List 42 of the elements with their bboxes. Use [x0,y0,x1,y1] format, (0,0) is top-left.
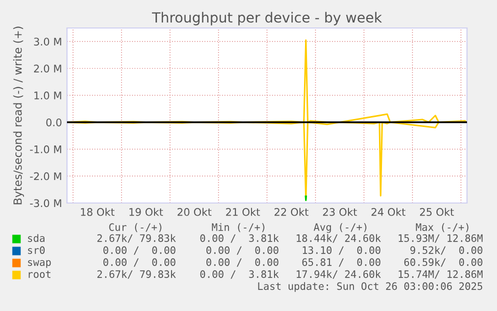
x-tick-label: 22 Okt [274,208,308,216]
text: 2.67k/ 79.83k [97,234,176,243]
text: 0.00 / 0.00 [103,246,176,255]
y-tick-label: -2.0 M [30,172,62,180]
text: 15.74M/ 12.86M [398,270,483,279]
x-tick-label: 21 Okt [226,208,260,216]
y-tick-label: 0.0 [46,118,62,126]
y-tick-label: 2.0 M [34,64,62,72]
x-tick-label: 19 Okt [129,208,163,216]
legend-label: sda [28,234,44,242]
text: 2.67k/ 79.83k [97,270,176,279]
text: 60.59k/ 0.00 [404,258,482,267]
text: Min (-/+) [212,223,264,232]
y-tick-label: -1.0 M [30,145,62,154]
text: 0.00 / 3.81k [200,270,279,279]
legend-label: swap [28,260,51,268]
text: Avg (-/+) [314,223,366,233]
text: 0.00 / 0.00 [206,246,278,255]
text: Cur (-/+) [109,223,162,232]
text: 17.94k/ 24.60k [296,270,381,279]
text: Max (-/+) [416,223,468,232]
legend-label: sr0 [28,246,45,254]
y-tick-label: 1.0 M [34,92,62,100]
y-tick-label: -3.0 M [30,199,62,208]
x-tick-label: 18 Okt [81,208,114,216]
text: 18.44k/ 24.60k [296,234,381,243]
text: 9.52k/ 0.00 [410,246,482,255]
text: 0.00 / 3.81k [200,234,279,243]
y-axis-title: Bytes/second read (-) / write (+) [13,26,24,204]
text: 13.10 / 0.00 [302,246,380,255]
x-tick-label: 25 Okt [420,208,454,216]
x-tick-label: 23 Okt [323,208,357,216]
x-tick-label: 20 Okt [178,208,212,216]
text: Last update: Sun Oct 26 03:00:06 2025 [258,282,482,292]
text: 0.00 / 0.00 [206,258,278,267]
chart-title: Throughput per device - by week [152,12,382,26]
legend-label: root [28,270,50,278]
x-tick-label: 24 Okt [372,208,406,216]
text: 65.81 / 0.00 [302,258,380,267]
y-tick-label: 3.0 M [34,38,62,46]
text: 15.93M/ 12.86M [398,234,483,243]
text: 0.00 / 0.00 [103,258,176,267]
